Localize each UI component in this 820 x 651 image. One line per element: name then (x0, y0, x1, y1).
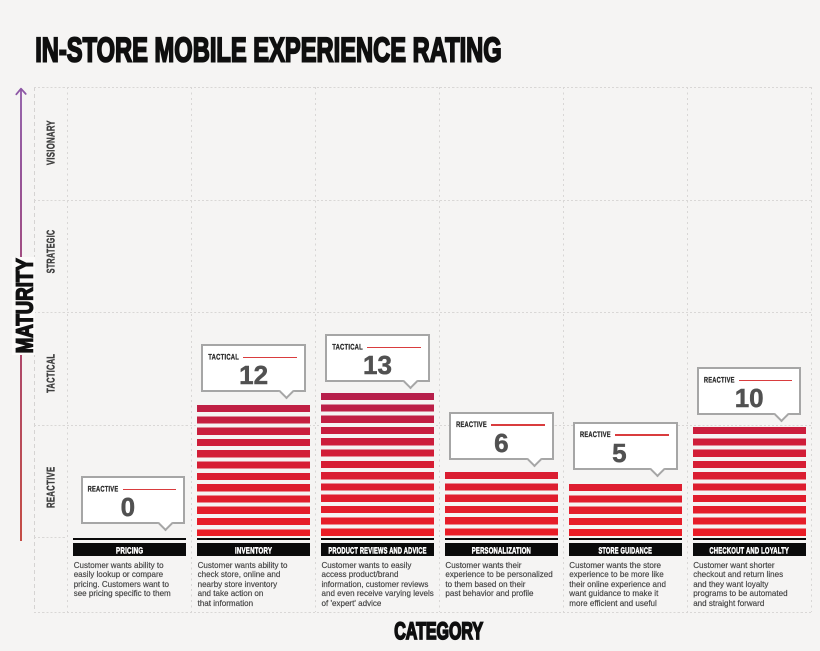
svg-text:VISIONARY: VISIONARY (46, 120, 58, 165)
svg-text:CATEGORY: CATEGORY (394, 618, 483, 645)
svg-text:REACTIVE: REACTIVE (88, 484, 119, 493)
svg-text:PRICING: PRICING (116, 545, 143, 555)
svg-text:TACTICAL: TACTICAL (208, 353, 239, 362)
svg-text:PERSONALIZATION: PERSONALIZATION (472, 545, 531, 555)
svg-text:IN-STORE MOBILE EXPERIENCE RAT: IN-STORE MOBILE EXPERIENCE RATING (35, 31, 502, 69)
svg-text:TACTICAL: TACTICAL (46, 354, 58, 393)
svg-text:INVENTORY: INVENTORY (235, 545, 272, 555)
svg-text:CHECKOUT AND LOYALTY: CHECKOUT AND LOYALTY (709, 545, 789, 555)
svg-text:REACTIVE: REACTIVE (46, 467, 58, 509)
svg-text:REACTIVE: REACTIVE (704, 376, 735, 385)
svg-text:PRODUCT REVIEWS AND ADVICE: PRODUCT REVIEWS AND ADVICE (328, 545, 426, 555)
svg-text:STORE GUIDANCE: STORE GUIDANCE (598, 545, 652, 555)
svg-text:REACTIVE: REACTIVE (580, 430, 611, 439)
svg-text:REACTIVE: REACTIVE (456, 420, 487, 429)
svg-text:STRATEGIC: STRATEGIC (46, 230, 58, 274)
svg-text:MATURITY: MATURITY (11, 258, 37, 353)
svg-text:TACTICAL: TACTICAL (332, 343, 363, 352)
